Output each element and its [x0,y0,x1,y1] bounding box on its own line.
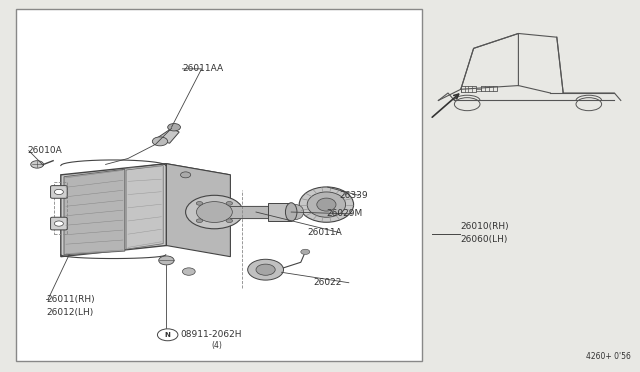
Text: 26011AA: 26011AA [182,64,223,73]
Circle shape [54,189,63,195]
Text: 26012(LH): 26012(LH) [46,308,93,317]
Text: N: N [164,332,171,338]
Polygon shape [74,164,230,186]
Text: 4260+ 0'56: 4260+ 0'56 [586,352,630,361]
Text: 26339: 26339 [339,191,368,200]
Circle shape [256,264,275,275]
Circle shape [182,268,195,275]
Circle shape [226,219,232,222]
Text: 26010(RH): 26010(RH) [461,222,509,231]
Circle shape [54,221,63,226]
Polygon shape [166,164,230,257]
Circle shape [196,219,203,222]
FancyBboxPatch shape [16,9,422,361]
Circle shape [196,202,203,205]
Polygon shape [64,169,125,255]
Circle shape [248,259,284,280]
Polygon shape [268,203,291,221]
Ellipse shape [300,187,353,222]
Text: 26022: 26022 [314,278,342,287]
Text: 26029M: 26029M [326,209,363,218]
Circle shape [31,161,44,168]
Circle shape [157,329,178,341]
Polygon shape [155,128,179,143]
Ellipse shape [307,192,346,217]
Text: 26011A: 26011A [307,228,342,237]
Circle shape [226,202,232,205]
Text: (4): (4) [211,341,222,350]
Circle shape [168,124,180,131]
Ellipse shape [288,205,304,219]
FancyBboxPatch shape [51,217,67,230]
Circle shape [180,172,191,178]
Circle shape [159,256,174,265]
Text: 26060(LH): 26060(LH) [461,235,508,244]
Circle shape [186,195,243,229]
Circle shape [196,202,232,222]
Ellipse shape [317,198,336,211]
Polygon shape [126,166,163,249]
Text: 08911-2062H: 08911-2062H [180,330,242,339]
FancyBboxPatch shape [51,186,67,198]
Polygon shape [61,164,166,257]
Circle shape [301,249,310,254]
Text: 26011(RH): 26011(RH) [46,295,95,304]
Ellipse shape [285,203,297,221]
Text: 26010A: 26010A [27,146,61,155]
Circle shape [152,137,168,146]
